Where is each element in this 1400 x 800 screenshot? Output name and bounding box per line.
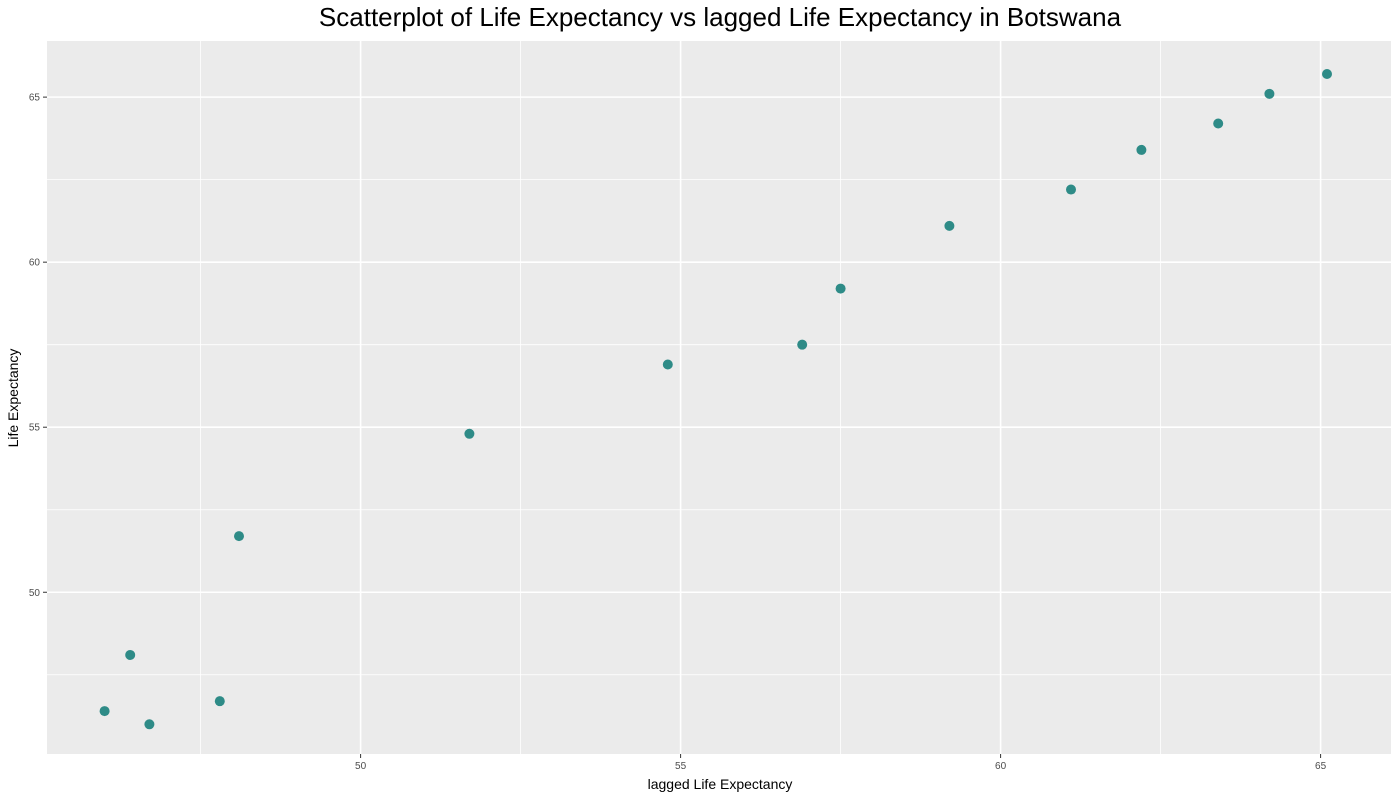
data-point [464, 428, 475, 439]
y-tick-label: 55 [29, 423, 41, 434]
data-point [944, 220, 955, 231]
x-axis-ticks: 50 55 60 65 [355, 754, 1327, 772]
data-point [99, 706, 110, 717]
y-tick-label: 65 [29, 93, 41, 104]
data-point [1136, 144, 1147, 155]
y-tick-label: 50 [29, 588, 41, 599]
data-point [1322, 69, 1332, 80]
data-point [797, 339, 808, 350]
data-point [144, 719, 155, 730]
y-tick-label: 60 [29, 258, 41, 269]
data-point [234, 531, 244, 542]
x-tick-label: 65 [1315, 761, 1327, 772]
data-point [662, 359, 673, 370]
data-point [1066, 184, 1076, 195]
major-gridlines [47, 41, 1391, 754]
data-point [835, 283, 846, 294]
data-point [1213, 118, 1224, 129]
minor-gridlines [47, 41, 1391, 754]
x-axis-title: lagged Life Expectancy [648, 776, 793, 792]
plot-panel [47, 41, 1391, 754]
data-point [125, 649, 136, 660]
x-tick-label: 50 [355, 761, 367, 772]
x-tick-label: 55 [675, 761, 687, 772]
data-points [99, 69, 1332, 730]
y-axis-title: Life Expectancy [5, 349, 21, 448]
chart-title: Scatterplot of Life Expectancy vs lagged… [319, 2, 1122, 32]
data-point [214, 696, 225, 707]
data-point [1264, 88, 1275, 99]
x-tick-label: 60 [995, 761, 1007, 772]
y-axis-ticks: 50 55 60 65 [29, 93, 47, 599]
